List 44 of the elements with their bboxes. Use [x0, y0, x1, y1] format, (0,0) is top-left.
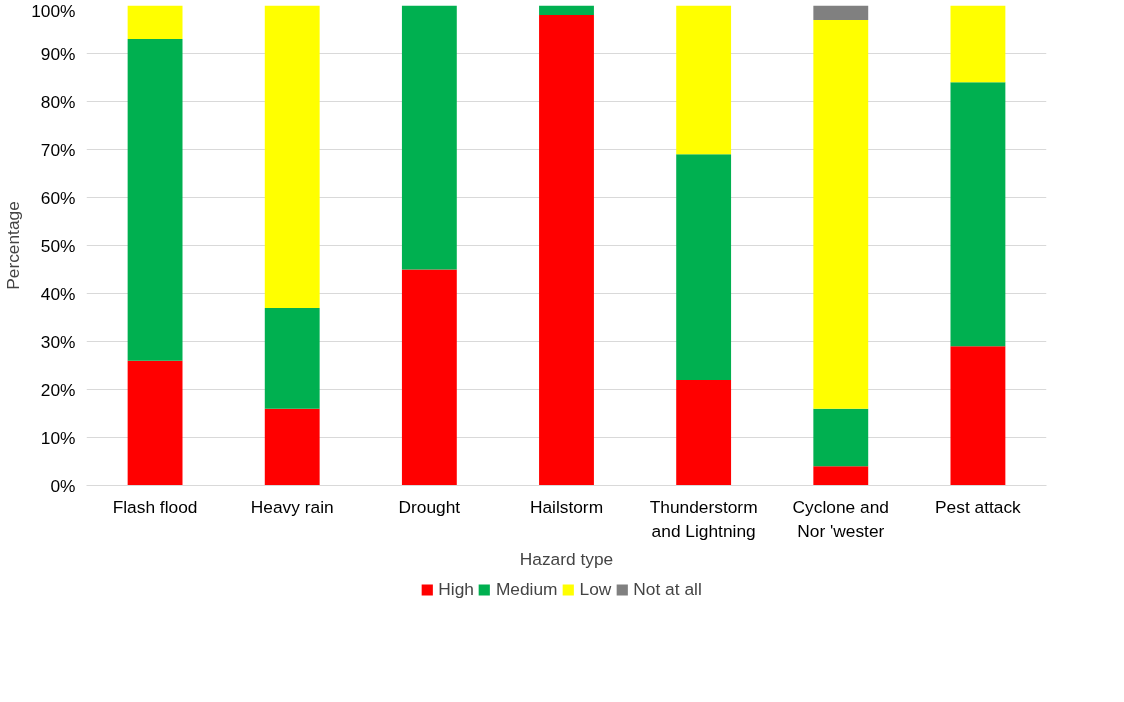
y-tick-label: 30%	[40, 331, 76, 352]
x-tick-label: Flash flood	[112, 496, 198, 517]
bar	[539, 5, 594, 16]
legend-label: Medium	[495, 578, 558, 600]
bar	[264, 307, 320, 409]
bar	[127, 39, 183, 361]
x-tick-label: Pest attack	[935, 496, 1022, 517]
legend-label: Not at all	[633, 578, 702, 600]
y-tick-label: 100%	[31, 0, 76, 21]
y-tick-label: 40%	[40, 283, 76, 304]
x-axis-title: Hazard type	[519, 548, 614, 569]
y-tick-label: 80%	[40, 91, 76, 112]
bar	[401, 269, 457, 486]
bar	[813, 5, 869, 20]
y-tick-label: 20%	[40, 379, 76, 400]
x-tick-label: Drought	[398, 496, 461, 517]
x-tick-label: Hailstorm	[529, 496, 604, 517]
x-tick-label: Heavy rain	[250, 496, 334, 517]
y-tick-label: 0%	[50, 475, 76, 496]
bar	[127, 5, 183, 40]
y-tick-label: 50%	[40, 235, 76, 256]
bar	[676, 154, 732, 380]
y-tick-label: 90%	[40, 43, 76, 64]
x-tick-label: Cyclone and Nor 'wester	[792, 496, 889, 541]
bar	[264, 408, 320, 486]
bar	[950, 5, 1006, 83]
x-tick-label: Thunderstorm and Lightning	[649, 496, 758, 541]
bar	[813, 466, 869, 486]
bar	[813, 408, 869, 467]
y-tick-label: 10%	[40, 427, 76, 448]
bar	[813, 19, 869, 409]
y-tick-label: 70%	[40, 139, 76, 160]
bar	[127, 360, 183, 486]
legend-label: High	[438, 578, 474, 600]
bar	[264, 5, 320, 308]
bar	[676, 5, 732, 155]
y-axis-title: Percentage	[3, 201, 24, 290]
bar	[950, 346, 1006, 486]
bar	[950, 82, 1006, 347]
bar	[539, 15, 594, 486]
legend-label: Low	[579, 578, 612, 600]
bar	[401, 5, 457, 270]
y-tick-label: 60%	[40, 187, 76, 208]
bar	[676, 379, 732, 486]
